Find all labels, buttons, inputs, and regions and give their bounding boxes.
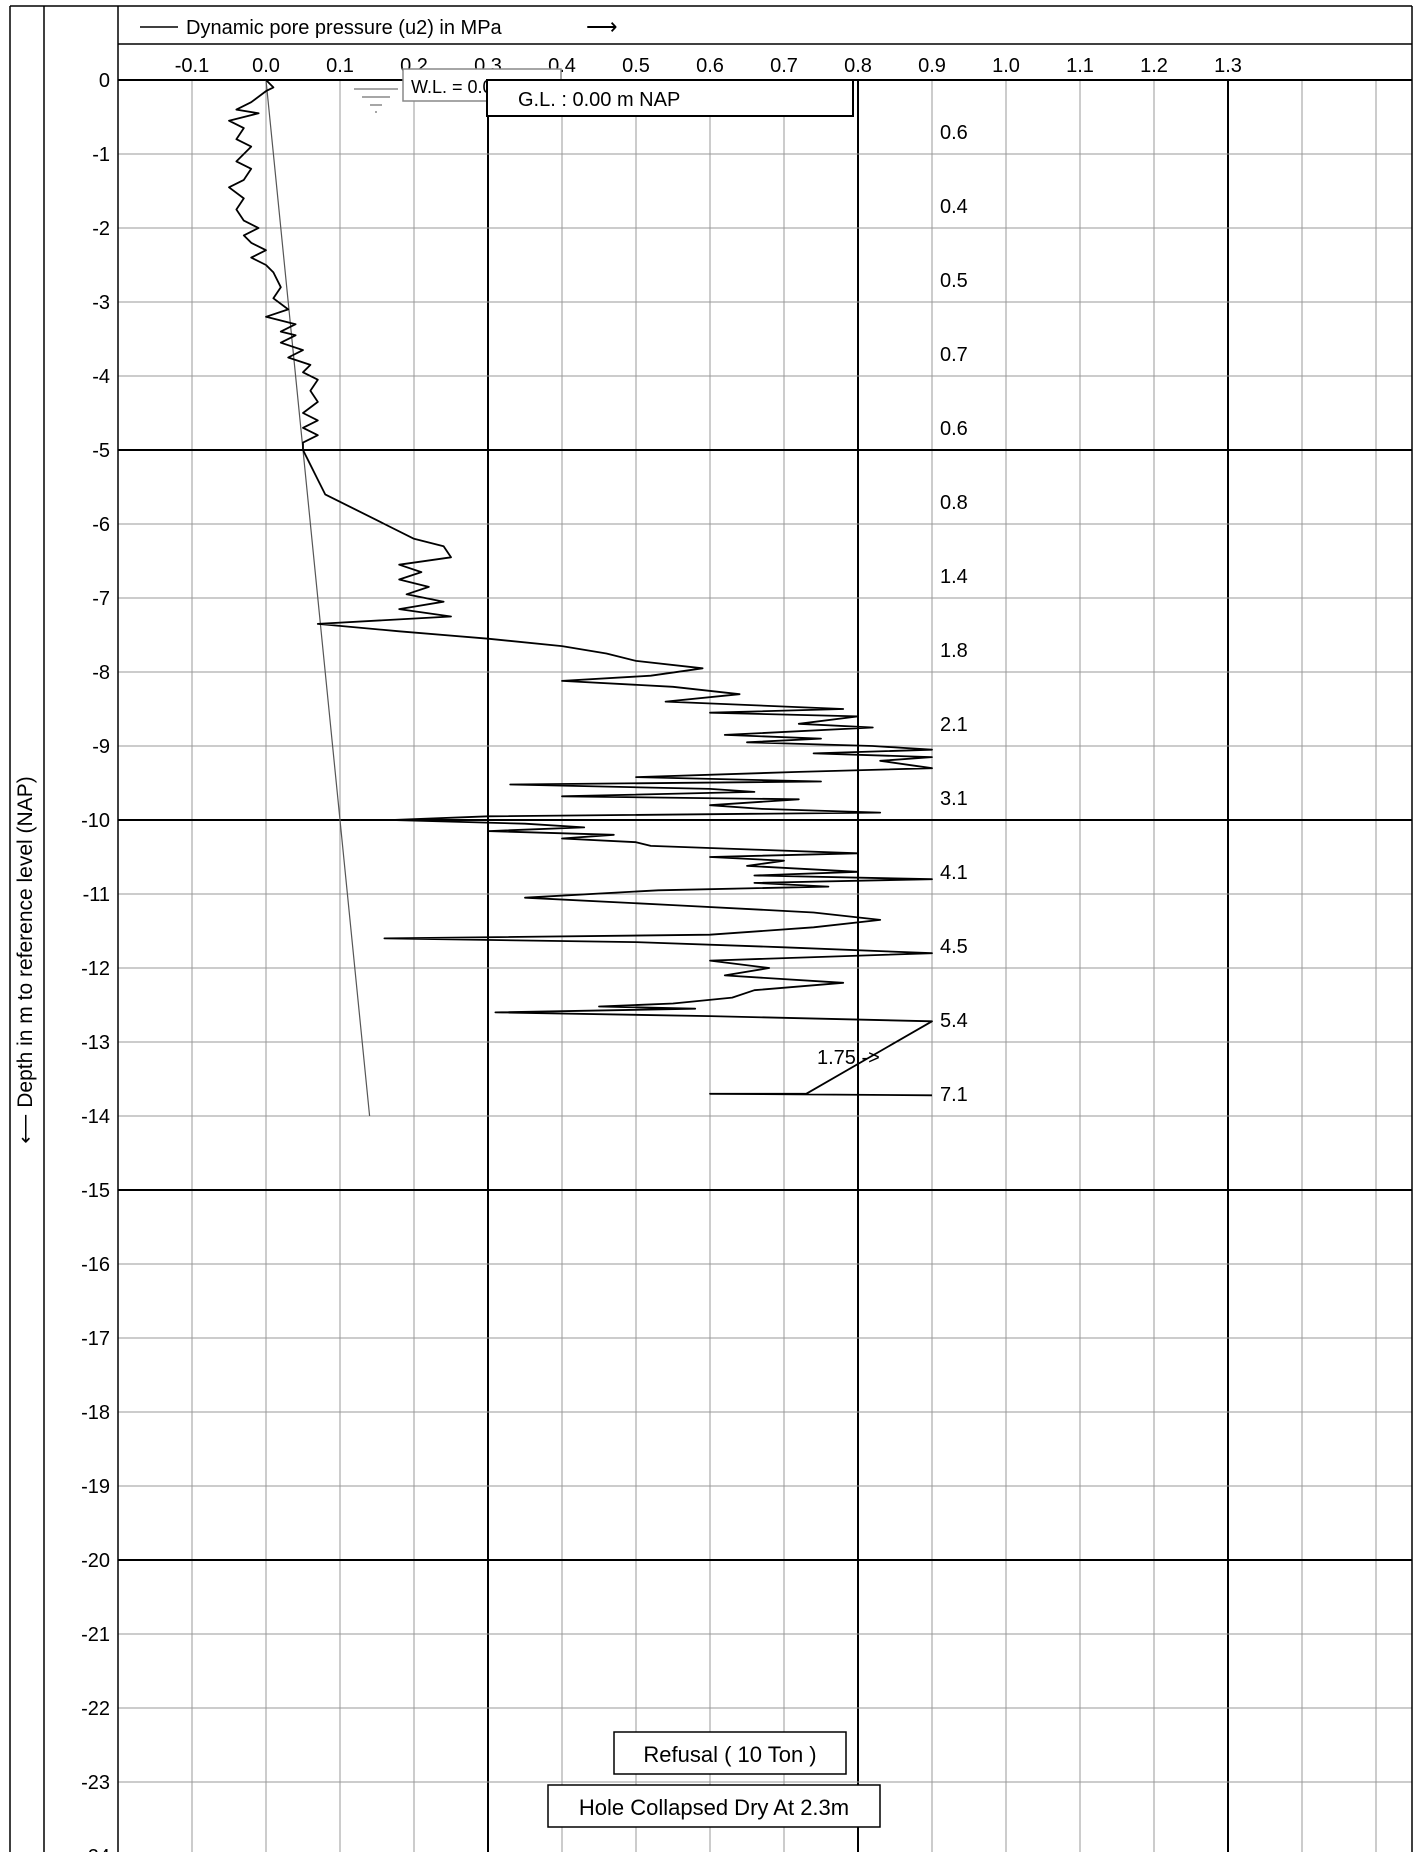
x-tick-label: 0.8	[844, 55, 872, 77]
y-tick-label: -4	[92, 366, 110, 388]
y-axis-tick-labels: 0 -1 -2 -3 -4 -5 -6 -7 -8 -9 -10 -11 -12 -13 -14 -15 -16…	[81, 70, 110, 1852]
y-tick-label: -7	[92, 588, 110, 610]
ground-level-label: G.L. : 0.00 m NAP	[518, 89, 680, 111]
y-tick-label: -10	[81, 810, 110, 832]
y-tick-label: -23	[81, 1772, 110, 1794]
x-tick-label: 1.2	[1140, 55, 1168, 77]
ground-level-box	[486, 79, 854, 117]
y-tick-label: -22	[81, 1698, 110, 1720]
y-tick-label: -2	[92, 218, 110, 240]
side-value-label: 1.4	[940, 566, 968, 588]
x-tick-label: 0.1	[326, 55, 354, 77]
chart-frame	[9, 5, 1413, 1852]
refusal-note: Refusal ( 10 Ton )	[613, 1731, 847, 1775]
x-tick-label: 0.7	[770, 55, 798, 77]
side-value-label: 0.6	[940, 418, 968, 440]
side-value-label: 0.7	[940, 344, 968, 366]
x-tick-label: 0.6	[696, 55, 724, 77]
x-tick-label: 0.5	[622, 55, 650, 77]
side-value-label: 2.1	[940, 714, 968, 736]
legend: Dynamic pore pressure (u2) in MPa ⟶	[140, 14, 618, 39]
side-value-label: 0.4	[940, 196, 968, 218]
ground-level-marker: G.L. : 0.00 m NAP	[486, 79, 854, 117]
side-value-label: 0.5	[940, 270, 968, 292]
y-tick-label: -11	[83, 884, 110, 906]
y-tick-label: -16	[81, 1254, 110, 1276]
legend-arrow: ⟶	[586, 14, 618, 39]
y-tick-label: -24	[81, 1846, 110, 1852]
side-value-label: 5.4	[940, 1010, 968, 1032]
x-tick-label: 0.0	[252, 55, 280, 77]
y-tick-label: -14	[81, 1106, 110, 1128]
y-tick-label: 0	[99, 70, 110, 92]
pore-pressure-series-line	[228, 79, 933, 1097]
y-tick-label: -6	[92, 514, 110, 536]
hydrostatic-line	[265, 79, 371, 1117]
y-axis-label: ⟵ Depth in m to reference level (NAP)	[14, 776, 37, 1143]
water-level-icon	[354, 88, 398, 113]
side-value-label: 0.8	[940, 492, 968, 514]
water-level-marker: W.L. = 0.00	[354, 68, 562, 113]
refusal-box	[613, 1731, 847, 1775]
y-tick-label: -8	[92, 662, 110, 684]
water-level-label: W.L. = 0.00	[411, 77, 503, 97]
side-value-label: 0.6	[940, 122, 968, 144]
x-tick-label: -0.1	[175, 55, 209, 77]
legend-label: Dynamic pore pressure (u2) in MPa	[186, 17, 503, 39]
y-tick-label: -15	[81, 1180, 110, 1202]
y-tick-label: -1	[92, 144, 110, 166]
x-tick-label: 1.1	[1066, 55, 1094, 77]
y-tick-label: -3	[92, 292, 110, 314]
hole-collapsed-label: Hole Collapsed Dry At 2.3m	[579, 1795, 849, 1820]
y-tick-label: -13	[81, 1032, 110, 1054]
x-tick-label: 1.0	[992, 55, 1020, 77]
y-tick-label: -12	[81, 958, 110, 980]
side-value-label: 4.1	[940, 862, 968, 884]
offscale-annotation: 1.75 ->	[817, 1047, 880, 1069]
side-value-label: 3.1	[940, 788, 968, 810]
y-tick-label: -17	[81, 1328, 110, 1350]
y-tick-label: -19	[81, 1476, 110, 1498]
x-tick-label: 0.9	[918, 55, 946, 77]
chart-grid	[117, 79, 1412, 1852]
hole-collapsed-note: Hole Collapsed Dry At 2.3m	[547, 1784, 881, 1828]
x-axis-tick-labels: -0.1 0.0 0.1 0.2 0.3 0.4 0.5 0.6 0.7 0.8 0.9 1.0 1.1…	[175, 55, 1242, 77]
side-value-label: 7.1	[940, 1084, 968, 1106]
y-tick-label: -21	[81, 1624, 110, 1646]
y-tick-label: -18	[81, 1402, 110, 1424]
side-value-label: 4.5	[940, 936, 968, 958]
plot-area	[228, 79, 933, 1117]
side-value-label: 1.8	[940, 640, 968, 662]
y-tick-label: -9	[92, 736, 110, 758]
side-values: 0.6 0.4 0.5 0.7 0.6 0.8 1.4 1.8 2.1 3.1 4.1 4.5 5.4 7…	[940, 122, 968, 1106]
x-tick-label: 1.3	[1214, 55, 1242, 77]
y-tick-label: -20	[81, 1550, 110, 1572]
hole-collapsed-box	[547, 1784, 881, 1828]
refusal-label: Refusal ( 10 Ton )	[643, 1742, 816, 1767]
y-tick-label: -5	[92, 440, 110, 462]
